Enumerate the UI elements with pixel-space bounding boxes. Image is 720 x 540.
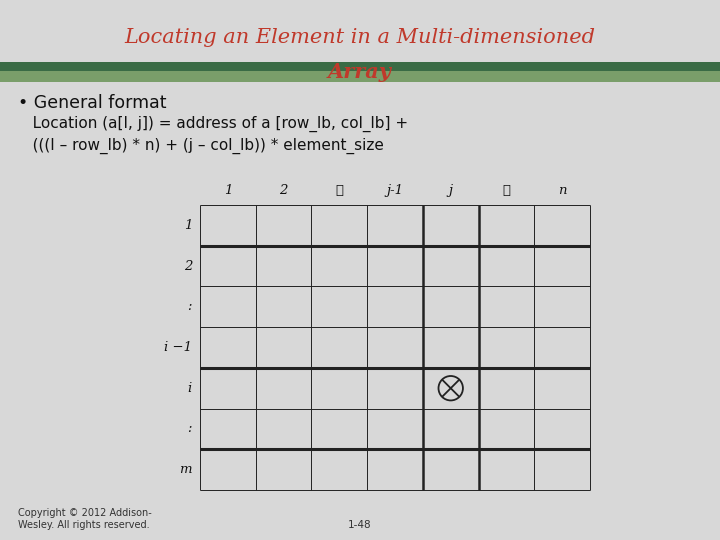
Text: :: : — [187, 300, 192, 313]
Text: 1: 1 — [184, 219, 192, 232]
Text: 1-48: 1-48 — [348, 520, 372, 530]
Text: ⋯: ⋯ — [336, 184, 343, 197]
Text: ⋯: ⋯ — [503, 184, 510, 197]
Text: i: i — [188, 382, 192, 395]
Text: :: : — [187, 422, 192, 435]
Text: Copyright © 2012 Addison-
Wesley. All rights reserved.: Copyright © 2012 Addison- Wesley. All ri… — [18, 508, 152, 530]
Text: (((I – row_lb) * n) + (j – col_lb)) * element_size: (((I – row_lb) * n) + (j – col_lb)) * el… — [18, 138, 384, 154]
Text: 2: 2 — [184, 260, 192, 273]
Text: i −1: i −1 — [164, 341, 192, 354]
Text: j-1: j-1 — [387, 184, 403, 197]
Bar — [0, 71, 720, 82]
Text: 2: 2 — [279, 184, 288, 197]
Text: n: n — [558, 184, 567, 197]
Text: 1: 1 — [224, 184, 232, 197]
Text: • General format: • General format — [18, 94, 166, 112]
Text: m: m — [179, 463, 192, 476]
Text: j: j — [449, 184, 453, 197]
Text: Locating an Element in a Multi-dimensioned: Locating an Element in a Multi-dimension… — [125, 28, 595, 47]
Text: Location (a[I, j]) = address of a [row_lb, col_lb] +: Location (a[I, j]) = address of a [row_l… — [18, 116, 408, 132]
Bar — [0, 62, 720, 71]
Text: Array: Array — [328, 62, 392, 82]
